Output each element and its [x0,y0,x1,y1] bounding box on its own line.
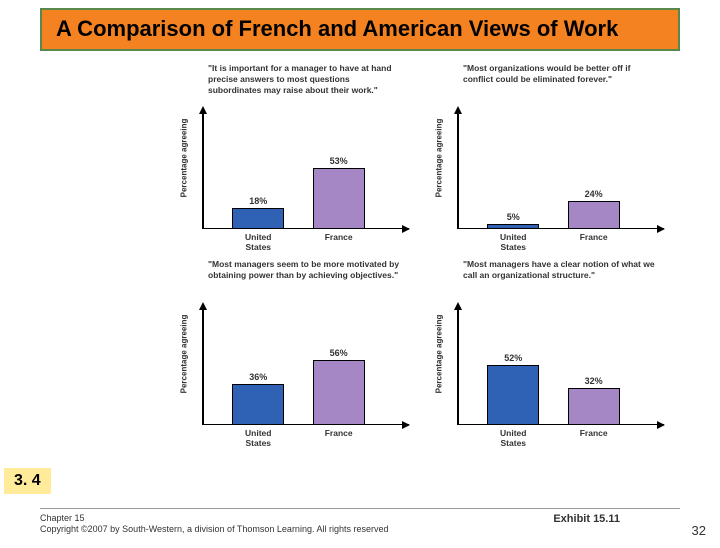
bar: 5% [487,224,539,230]
chart-panel: "Most organizations would be better off … [433,63,660,253]
title-bar: A Comparison of French and American View… [40,8,680,51]
x-category-label: France [325,233,353,242]
x-category-label: UnitedStates [500,429,526,448]
y-axis-label: Percentage agreeing [180,315,189,394]
x-category-label: France [580,429,608,438]
chart-panel: "Most managers seem to be more motivated… [178,259,405,449]
y-axis-label: Percentage agreeing [180,119,189,198]
bar-value-label: 52% [504,353,522,363]
footer-left: Chapter 15 Copyright ©2007 by South-West… [40,513,388,536]
bar: 36% [232,384,284,426]
x-category-label: UnitedStates [245,233,271,252]
bar-value-label: 56% [330,348,348,358]
slide-title: A Comparison of French and American View… [56,16,664,41]
slide-number: 32 [692,523,706,538]
chart-caption: "It is important for a manager to have a… [208,63,403,95]
bar-value-label: 36% [249,372,267,382]
charts-grid: "It is important for a manager to have a… [0,51,720,449]
bar: 52% [487,365,539,425]
footer-divider [40,508,680,509]
section-tag: 3. 4 [4,468,51,494]
chart-panel: "Most managers have a clear notion of wh… [433,259,660,449]
bar-value-label: 18% [249,196,267,206]
bar: 53% [313,168,365,229]
chart-plot-area: 5%UnitedStates24%France [457,113,658,229]
x-category-label: France [325,429,353,438]
chart-panel: "It is important for a manager to have a… [178,63,405,253]
bar-value-label: 53% [330,156,348,166]
chart-caption: "Most organizations would be better off … [463,63,658,84]
copyright-label: Copyright ©2007 by South-Western, a divi… [40,524,388,536]
bar-value-label: 24% [585,189,603,199]
chart-plot-area: 18%UnitedStates53%France [202,113,403,229]
chart-caption: "Most managers seem to be more motivated… [208,259,403,280]
bar: 18% [232,208,284,229]
x-category-label: UnitedStates [500,233,526,252]
chapter-label: Chapter 15 [40,513,388,525]
x-category-label: UnitedStates [245,429,271,448]
slide-footer: Chapter 15 Copyright ©2007 by South-West… [40,508,680,536]
y-axis-label: Percentage agreeing [435,119,444,198]
bar: 56% [313,360,365,425]
bar-value-label: 5% [507,212,520,222]
bar: 32% [568,388,620,425]
chart-caption: "Most managers have a clear notion of wh… [463,259,658,280]
exhibit-label: Exhibit 15.11 [553,513,620,525]
y-axis-label: Percentage agreeing [435,315,444,394]
chart-plot-area: 36%UnitedStates56%France [202,309,403,425]
chart-plot-area: 52%UnitedStates32%France [457,309,658,425]
bar: 24% [568,201,620,229]
bar-value-label: 32% [585,376,603,386]
x-category-label: France [580,233,608,242]
